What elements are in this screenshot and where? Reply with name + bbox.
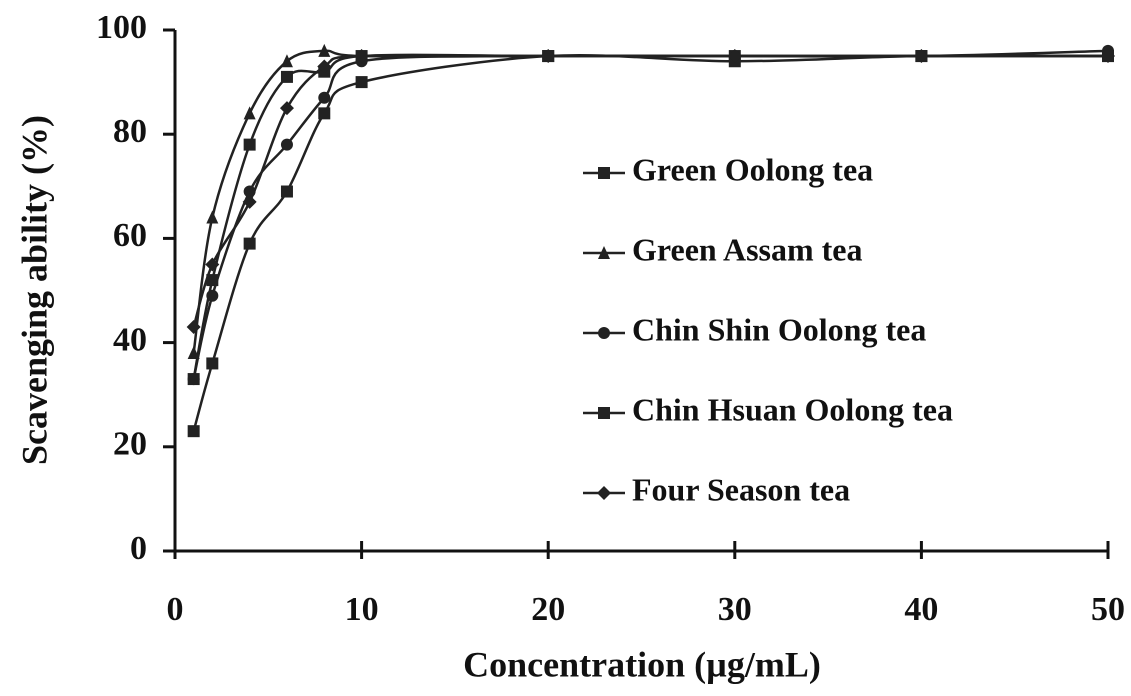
marker xyxy=(598,167,610,179)
marker xyxy=(206,211,218,224)
legend-label: Green Assam tea xyxy=(632,231,862,267)
marker xyxy=(356,76,368,88)
marker xyxy=(188,373,200,385)
y-tick-label: 40 xyxy=(113,321,147,358)
x-tick-label: 0 xyxy=(167,591,184,628)
marker xyxy=(597,486,611,500)
y-tick-label: 100 xyxy=(96,9,147,46)
marker xyxy=(206,290,218,302)
y-tick-label: 20 xyxy=(113,426,147,463)
legend-label: Green Oolong tea xyxy=(632,151,873,187)
series-line xyxy=(194,55,1108,327)
x-tick-label: 20 xyxy=(531,591,565,628)
x-tick-label: 40 xyxy=(904,591,938,628)
marker xyxy=(318,92,330,104)
x-tick-label: 50 xyxy=(1091,591,1125,628)
marker xyxy=(281,139,293,151)
legend-label: Four Season tea xyxy=(632,471,850,507)
marker xyxy=(244,106,256,119)
y-tick-label: 60 xyxy=(113,217,147,254)
legend-label: Chin Hsuan Oolong tea xyxy=(632,391,953,427)
marker xyxy=(188,425,200,437)
y-tick-label: 0 xyxy=(130,530,147,567)
marker xyxy=(281,54,293,67)
marker xyxy=(280,101,294,115)
marker xyxy=(243,195,257,209)
y-axis-title: Scavenging ability (%) xyxy=(14,115,54,465)
marker xyxy=(187,320,201,334)
legend-label: Chin Shin Oolong tea xyxy=(632,311,926,347)
x-axis-title: Concentration (µg/mL) xyxy=(463,644,821,684)
chart: Concentration (µg/mL) Scavenging ability… xyxy=(0,0,1131,696)
marker xyxy=(281,71,293,83)
marker xyxy=(244,238,256,250)
marker xyxy=(244,139,256,151)
series-line xyxy=(194,51,1108,353)
marker xyxy=(206,357,218,369)
marker xyxy=(318,107,330,119)
marker xyxy=(598,407,610,419)
x-tick-label: 30 xyxy=(718,591,752,628)
y-tick-label: 80 xyxy=(113,113,147,150)
x-tick-label: 10 xyxy=(345,591,379,628)
marker xyxy=(598,327,610,339)
marker xyxy=(281,186,293,198)
